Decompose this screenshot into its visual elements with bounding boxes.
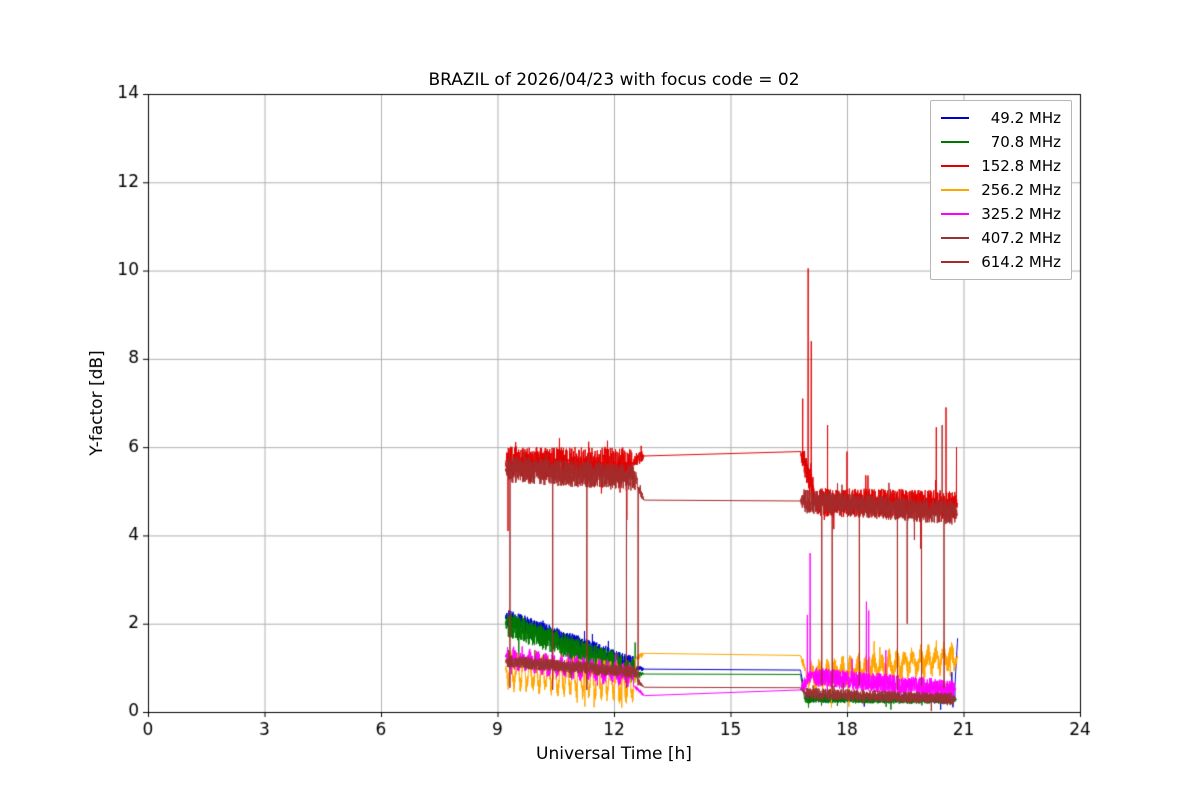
legend-line-swatch — [941, 188, 969, 192]
legend-line-swatch — [941, 260, 969, 264]
legend-item: 256.2 MHz — [941, 178, 1061, 202]
legend-label: 152.8 MHz — [981, 157, 1061, 175]
legend-item: 614.2 MHz — [941, 250, 1061, 274]
legend-item: 152.8 MHz — [941, 154, 1061, 178]
legend-item: 407.2 MHz — [941, 226, 1061, 250]
legend-label: 407.2 MHz — [981, 229, 1061, 247]
legend-label: 49.2 MHz — [990, 109, 1061, 127]
legend-label: 325.2 MHz — [981, 205, 1061, 223]
legend: 49.2 MHz 70.8 MHz 152.8 MHz 256.2 MHz 325.2 … — [930, 100, 1072, 280]
legend-label: 256.2 MHz — [981, 181, 1061, 199]
legend-item: 70.8 MHz — [941, 130, 1061, 154]
legend-label: 614.2 MHz — [981, 253, 1061, 271]
y-axis-label: Y-factor [dB] — [87, 350, 107, 456]
legend-label: 70.8 MHz — [990, 133, 1061, 151]
legend-line-swatch — [941, 140, 969, 144]
legend-line-swatch — [941, 212, 969, 216]
legend-item: 325.2 MHz — [941, 202, 1061, 226]
legend-line-swatch — [941, 164, 969, 168]
legend-line-swatch — [941, 116, 969, 120]
legend-line-swatch — [941, 236, 969, 240]
x-axis-label: Universal Time [h] — [536, 744, 692, 764]
chart-title: BRAZIL of 2026/04/23 with focus code = 0… — [428, 70, 800, 90]
legend-item: 49.2 MHz — [941, 106, 1061, 130]
